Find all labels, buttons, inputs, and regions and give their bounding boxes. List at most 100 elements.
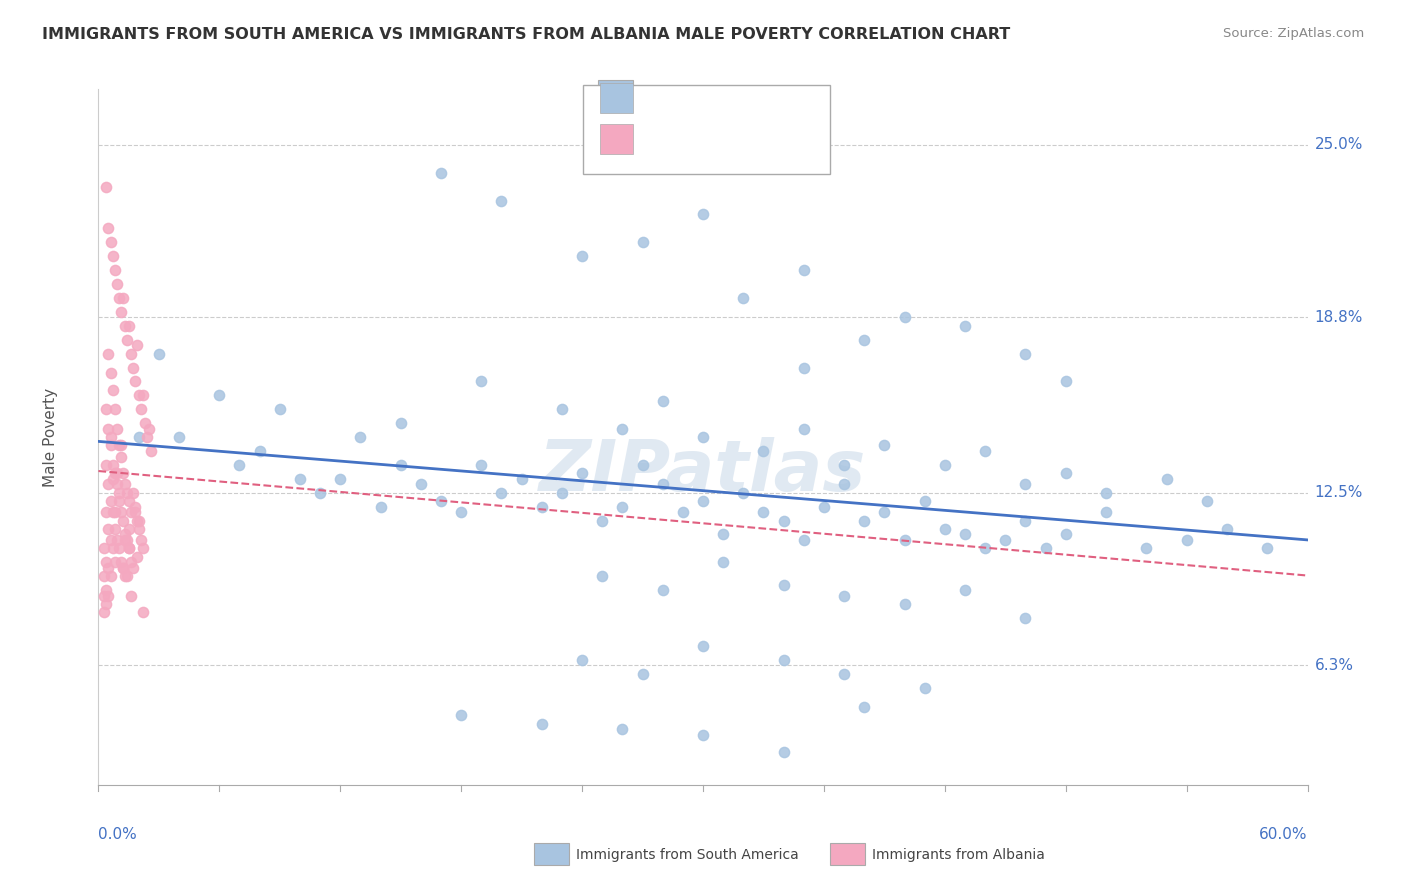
Text: 0.0%: 0.0%	[98, 827, 138, 842]
Point	[470, 458, 492, 472]
Point	[114, 318, 136, 333]
Point	[873, 505, 896, 519]
Point	[132, 541, 155, 556]
Point	[103, 555, 125, 569]
Point	[934, 458, 956, 472]
Point	[167, 430, 190, 444]
Text: Immigrants from Albania: Immigrants from Albania	[872, 847, 1045, 862]
Text: 12.5%: 12.5%	[1315, 485, 1362, 500]
Point	[228, 458, 250, 472]
Point	[1014, 514, 1036, 528]
Point	[389, 416, 412, 430]
Point	[793, 422, 815, 436]
Point	[97, 477, 120, 491]
Point	[107, 541, 129, 556]
Point	[115, 333, 138, 347]
Point	[692, 494, 714, 508]
Point	[450, 708, 472, 723]
Point	[124, 500, 146, 514]
Point	[124, 505, 146, 519]
Point	[101, 541, 124, 556]
Point	[129, 533, 152, 547]
Point	[118, 318, 141, 333]
Point	[692, 639, 714, 653]
Text: IMMIGRANTS FROM SOUTH AMERICA VS IMMIGRANTS FROM ALBANIA MALE POVERTY CORRELATIO: IMMIGRANTS FROM SOUTH AMERICA VS IMMIGRA…	[42, 27, 1011, 42]
Point	[105, 422, 128, 436]
Point	[772, 577, 794, 591]
Point	[121, 561, 143, 575]
Point	[853, 333, 876, 347]
Point	[132, 606, 155, 620]
Point	[105, 477, 128, 491]
Point	[1175, 533, 1198, 547]
Point	[107, 485, 129, 500]
Point	[135, 430, 157, 444]
Point	[93, 541, 115, 556]
Text: Source: ZipAtlas.com: Source: ZipAtlas.com	[1223, 27, 1364, 40]
Point	[692, 207, 714, 221]
Point	[953, 583, 976, 598]
Point	[752, 444, 775, 458]
Point	[1216, 522, 1239, 536]
Point	[1014, 611, 1036, 625]
Point	[100, 533, 122, 547]
Point	[100, 235, 122, 250]
Point	[1256, 541, 1278, 556]
Point	[120, 505, 142, 519]
Point	[832, 477, 855, 491]
Point	[651, 477, 673, 491]
Point	[208, 388, 231, 402]
Point	[101, 505, 124, 519]
Point	[110, 555, 132, 569]
Point	[914, 494, 936, 508]
Point	[612, 422, 634, 436]
Point	[128, 388, 150, 402]
Point	[692, 430, 714, 444]
Point	[100, 494, 122, 508]
Text: ZIPatlas: ZIPatlas	[540, 437, 866, 507]
Point	[752, 505, 775, 519]
Point	[111, 291, 134, 305]
Point	[934, 522, 956, 536]
Point	[430, 494, 453, 508]
Point	[107, 494, 129, 508]
Point	[612, 500, 634, 514]
Point	[409, 477, 432, 491]
Point	[1095, 505, 1118, 519]
Point	[105, 467, 128, 481]
Point	[733, 485, 755, 500]
Point	[118, 494, 141, 508]
Point	[97, 589, 120, 603]
Point	[110, 505, 132, 519]
Point	[953, 527, 976, 541]
Point	[96, 555, 118, 569]
Text: 25.0%: 25.0%	[1315, 137, 1362, 153]
Point	[100, 366, 122, 380]
Point	[631, 235, 654, 250]
Point	[853, 514, 876, 528]
Point	[110, 450, 132, 464]
Point	[111, 561, 134, 575]
Point	[793, 533, 815, 547]
Point	[101, 472, 124, 486]
Point	[110, 305, 132, 319]
Point	[134, 416, 156, 430]
Point	[100, 569, 122, 583]
Point	[103, 522, 125, 536]
Point	[711, 527, 734, 541]
Point	[111, 514, 134, 528]
Point	[125, 514, 148, 528]
Point	[813, 500, 835, 514]
Point	[96, 597, 118, 611]
Point	[96, 458, 118, 472]
Text: R = -0.250  N = 102: R = -0.250 N = 102	[647, 91, 801, 105]
Point	[571, 467, 593, 481]
Point	[97, 346, 120, 360]
Point	[101, 249, 124, 263]
Point	[672, 505, 695, 519]
Point	[1135, 541, 1157, 556]
Point	[772, 514, 794, 528]
Point	[571, 249, 593, 263]
Point	[103, 467, 125, 481]
Text: Male Poverty: Male Poverty	[42, 387, 58, 487]
